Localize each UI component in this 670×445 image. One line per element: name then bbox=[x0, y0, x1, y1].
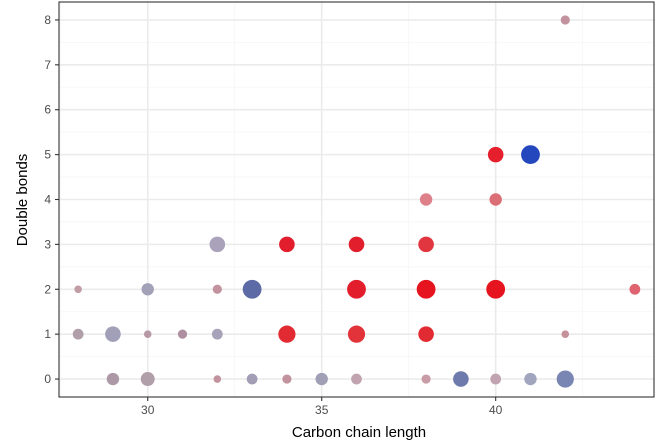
y-axis-tick-labels: 0 1 2 3 4 5 6 7 8 bbox=[44, 13, 51, 386]
data-point bbox=[486, 279, 506, 299]
data-point bbox=[212, 284, 222, 294]
data-point bbox=[347, 325, 366, 343]
data-point bbox=[143, 330, 152, 338]
y-axis-title: Double bonds bbox=[14, 154, 31, 247]
data-point bbox=[211, 328, 223, 340]
x-tick-label: 35 bbox=[315, 403, 329, 417]
y-tick-label: 3 bbox=[44, 237, 51, 251]
data-point bbox=[246, 373, 258, 385]
data-point bbox=[282, 374, 292, 384]
y-tick-label: 4 bbox=[44, 193, 51, 207]
data-point bbox=[629, 283, 641, 295]
data-point bbox=[561, 330, 570, 338]
data-point bbox=[347, 279, 366, 299]
data-points bbox=[72, 15, 641, 388]
y-tick-label: 5 bbox=[44, 148, 51, 162]
data-point bbox=[521, 145, 540, 165]
data-point bbox=[348, 236, 365, 253]
data-point bbox=[315, 372, 328, 386]
data-point bbox=[213, 375, 222, 383]
data-point bbox=[279, 236, 295, 253]
data-point bbox=[140, 372, 155, 387]
data-point bbox=[489, 193, 502, 206]
x-axis-title: Carbon chain length bbox=[292, 424, 426, 441]
data-point bbox=[556, 370, 574, 388]
data-point bbox=[242, 279, 262, 299]
data-point bbox=[418, 326, 434, 342]
data-point bbox=[560, 15, 570, 25]
data-point bbox=[209, 236, 226, 253]
data-point bbox=[453, 371, 469, 387]
data-point bbox=[141, 283, 154, 296]
data-point bbox=[278, 325, 296, 343]
data-point bbox=[418, 236, 434, 253]
data-point bbox=[105, 326, 121, 342]
x-tick-label: 40 bbox=[489, 403, 503, 417]
y-tick-label: 7 bbox=[44, 58, 51, 72]
y-tick-label: 6 bbox=[44, 103, 51, 117]
x-axis-tick-labels: 30 35 40 bbox=[141, 403, 503, 417]
data-point bbox=[72, 328, 84, 340]
data-point bbox=[421, 374, 431, 384]
y-tick-label: 2 bbox=[44, 282, 51, 296]
y-tick-label: 8 bbox=[44, 13, 51, 27]
data-point bbox=[490, 373, 502, 385]
data-point bbox=[351, 373, 362, 385]
x-tick-label: 30 bbox=[141, 403, 155, 417]
data-point bbox=[177, 329, 188, 339]
data-point bbox=[106, 372, 120, 386]
axis-ticks bbox=[55, 19, 497, 401]
y-tick-label: 1 bbox=[44, 327, 51, 341]
data-point bbox=[419, 193, 433, 206]
data-point bbox=[74, 285, 82, 294]
data-point bbox=[524, 372, 537, 386]
data-point bbox=[416, 279, 436, 299]
data-point bbox=[487, 146, 504, 163]
y-tick-label: 0 bbox=[44, 372, 51, 386]
